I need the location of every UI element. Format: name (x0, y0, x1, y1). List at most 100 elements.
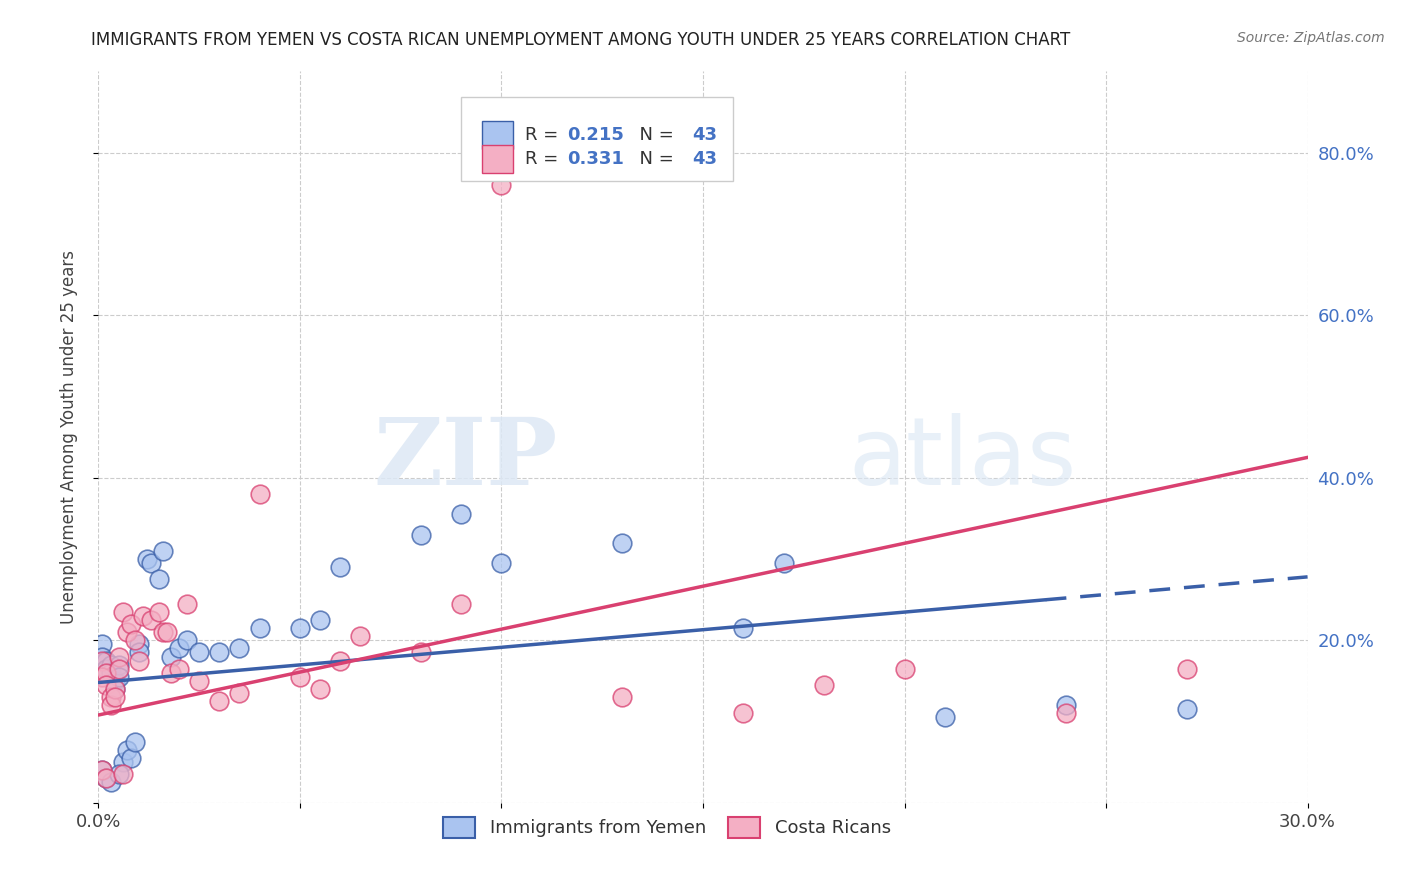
Point (111, 755, 134, 769)
Point (115, 743, 138, 757)
Point (329, 560, 352, 574)
Point (124, 735, 146, 749)
Point (934, 710, 956, 724)
Text: 0.331: 0.331 (568, 150, 624, 168)
Point (249, 621, 271, 635)
Point (91, 764, 114, 778)
Point (96, 665, 118, 680)
Point (813, 678, 835, 692)
Point (96, 772, 118, 786)
Point (100, 690, 122, 705)
Point (96, 772, 118, 786)
Point (96, 678, 118, 692)
Point (772, 556, 794, 570)
Point (612, 690, 634, 705)
Point (115, 625, 138, 640)
Text: N =: N = (628, 150, 679, 168)
Point (128, 645, 150, 659)
Point (107, 657, 129, 672)
Point (228, 686, 250, 700)
Point (96, 662, 118, 676)
Point (120, 617, 142, 632)
Point (208, 645, 231, 659)
Point (329, 654, 352, 668)
Point (91, 764, 114, 778)
Point (139, 556, 162, 570)
Point (135, 552, 157, 566)
Point (893, 662, 915, 676)
Point (103, 690, 125, 705)
Point (111, 767, 134, 781)
Point (309, 613, 332, 627)
Point (156, 625, 179, 640)
Point (152, 625, 174, 640)
Point (733, 621, 755, 635)
Point (139, 613, 162, 627)
Point (124, 633, 146, 648)
Point (167, 662, 190, 676)
Point (91, 637, 114, 651)
Point (107, 767, 129, 781)
Point (612, 535, 634, 549)
Point (288, 621, 311, 635)
Point (100, 657, 122, 672)
Point (249, 487, 271, 501)
Point (1054, 698, 1077, 713)
Point (100, 665, 122, 680)
Point (349, 629, 371, 643)
Point (491, 178, 513, 193)
Point (103, 681, 125, 696)
Point (167, 641, 190, 656)
Text: 43: 43 (692, 150, 717, 168)
Point (91, 654, 114, 668)
Point (1175, 662, 1198, 676)
Text: Source: ZipAtlas.com: Source: ZipAtlas.com (1237, 31, 1385, 45)
Text: R =: R = (526, 150, 564, 168)
FancyBboxPatch shape (482, 121, 513, 149)
Point (100, 698, 122, 713)
Text: atlas: atlas (848, 413, 1077, 505)
Point (111, 605, 134, 619)
Point (103, 673, 125, 688)
Text: R =: R = (526, 127, 564, 145)
Point (107, 670, 129, 684)
Point (107, 662, 129, 676)
Point (120, 751, 142, 765)
Point (450, 508, 472, 522)
Point (188, 645, 211, 659)
Point (409, 645, 432, 659)
Text: 43: 43 (692, 127, 717, 145)
Point (132, 608, 155, 623)
Point (128, 637, 150, 651)
Point (96, 654, 118, 668)
Point (288, 670, 311, 684)
Point (409, 527, 432, 541)
Text: N =: N = (628, 127, 679, 145)
Point (160, 649, 183, 664)
Point (450, 597, 472, 611)
Text: ZIP: ZIP (374, 414, 558, 504)
Point (309, 681, 332, 696)
Point (1054, 706, 1077, 721)
Text: IMMIGRANTS FROM YEMEN VS COSTA RICAN UNEMPLOYMENT AMONG YOUTH UNDER 25 YEARS COR: IMMIGRANTS FROM YEMEN VS COSTA RICAN UNE… (91, 31, 1070, 49)
Point (148, 572, 170, 586)
Point (208, 694, 231, 708)
Point (188, 673, 211, 688)
Point (100, 775, 122, 789)
Point (91, 649, 114, 664)
Point (107, 649, 129, 664)
Point (1175, 702, 1198, 716)
FancyBboxPatch shape (461, 97, 734, 181)
Point (491, 556, 513, 570)
Point (152, 544, 174, 558)
FancyBboxPatch shape (482, 145, 513, 173)
Point (160, 665, 183, 680)
Point (128, 654, 150, 668)
Y-axis label: Unemployment Among Youth under 25 years: Unemployment Among Youth under 25 years (59, 250, 77, 624)
Legend: Immigrants from Yemen, Costa Ricans: Immigrants from Yemen, Costa Ricans (436, 810, 898, 845)
Text: 0.215: 0.215 (568, 127, 624, 145)
Point (91, 670, 114, 684)
Point (103, 681, 125, 696)
Point (228, 641, 250, 656)
Point (148, 605, 170, 619)
